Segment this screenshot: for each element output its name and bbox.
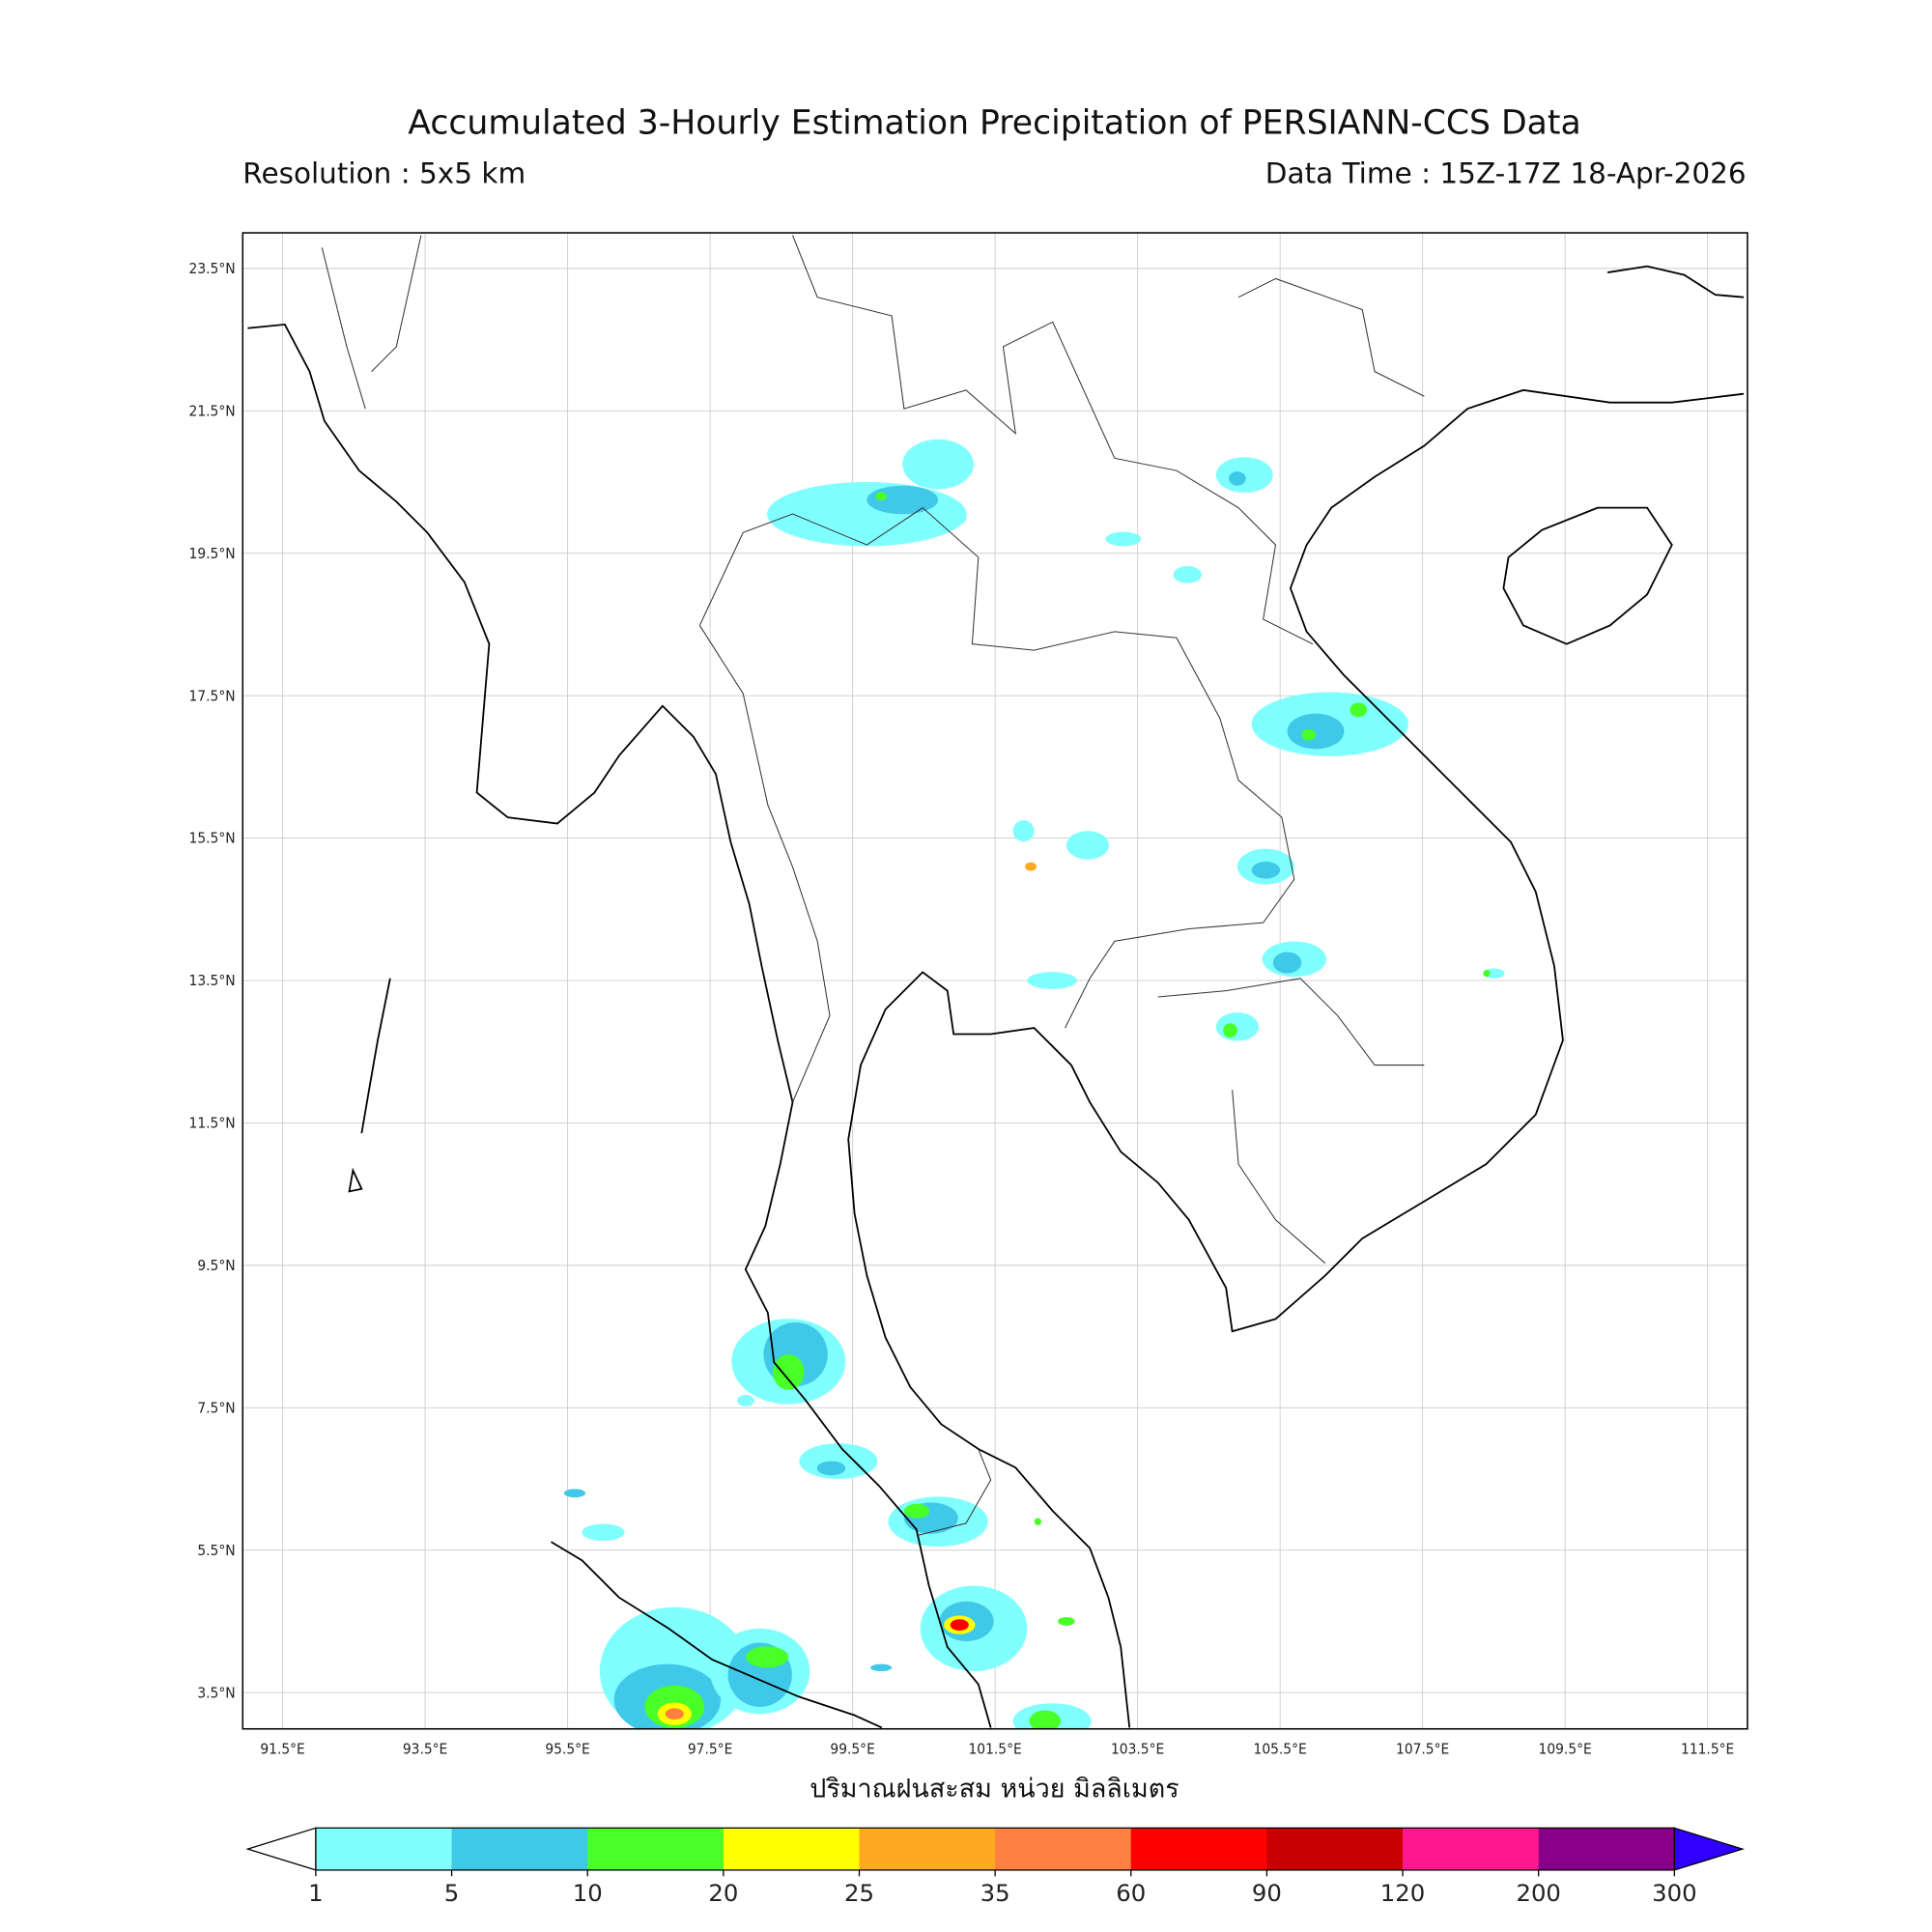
colorbar-swatch	[723, 1828, 861, 1870]
colorbar-swatch	[995, 1828, 1132, 1870]
precip-cell	[1287, 713, 1345, 750]
lon-tick-label: 107.5°E	[1396, 1740, 1449, 1757]
country-borders	[321, 235, 1425, 1264]
precip-cell	[745, 1646, 789, 1668]
precip-cell	[1229, 470, 1246, 486]
precip-cell	[1105, 531, 1142, 547]
precip-cell	[950, 1619, 969, 1632]
lon-tick-label: 103.5°E	[1111, 1740, 1164, 1757]
precip-cell	[1223, 1023, 1237, 1037]
colorbar-label: 10	[573, 1879, 603, 1907]
lon-tick-label: 111.5°E	[1681, 1740, 1734, 1757]
precip-cell	[1029, 1710, 1061, 1729]
lon-tick-label: 99.5°E	[830, 1740, 874, 1757]
lat-tick-label: 3.5°N	[197, 1684, 235, 1701]
map-title: Accumulated 3-Hourly Estimation Precipit…	[408, 103, 1581, 143]
coastlines	[247, 265, 1745, 1729]
lon-tick-label: 95.5°E	[545, 1740, 589, 1757]
precip-cell	[582, 1523, 625, 1542]
precip-cell	[773, 1354, 805, 1390]
hainan-island	[1502, 506, 1673, 645]
lat-tick-label: 19.5°N	[189, 545, 236, 562]
precip-cell	[737, 1395, 754, 1406]
colorbar-label: 5	[444, 1879, 459, 1907]
thailand-border	[698, 506, 1295, 1537]
lat-tick-label: 13.5°N	[189, 972, 236, 989]
colorbar-swatch	[315, 1828, 453, 1870]
lat-tick-label: 17.5°N	[189, 687, 236, 704]
coastline-north	[1606, 265, 1745, 298]
coastline-east	[847, 388, 1745, 1728]
lon-tick-label: 97.5°E	[688, 1740, 732, 1757]
lat-tick-label: 21.5°N	[189, 402, 236, 419]
precip-cell	[1173, 566, 1203, 583]
precip-cell	[1027, 972, 1077, 989]
precip-cell	[1034, 1518, 1042, 1525]
colorbar-swatch	[451, 1828, 588, 1870]
colorbar: 1 5 10 20 25 35 60 90 120 200 300	[245, 1827, 1746, 1907]
precipitation-layer	[563, 439, 1505, 1729]
precip-cell	[1215, 1012, 1260, 1041]
precip-cell	[665, 1708, 684, 1720]
precip-cell	[867, 485, 939, 515]
precip-cell	[1058, 1617, 1075, 1626]
precip-cell	[903, 1503, 930, 1519]
axis-ticks: 23.5°N 21.5°N 19.5°N 17.5°N 15.5°N 13.5°N 11.5…	[189, 260, 1735, 1757]
lat-tick-label: 9.5°N	[197, 1257, 235, 1274]
colorbar-swatch	[1538, 1828, 1675, 1870]
colorbar-over-arrow	[1673, 1827, 1746, 1871]
colorbar-swatch	[587, 1828, 724, 1870]
colorbar-label: 90	[1252, 1879, 1282, 1907]
lon-tick-label: 101.5°E	[969, 1740, 1022, 1757]
colorbar-unit-label: ปริมาณฝนสะสม หน่วย มิลลิเมตร	[810, 1773, 1179, 1804]
precip-cell	[1025, 862, 1037, 871]
coastline-mainland	[247, 323, 992, 1728]
colorbar-swatch	[1266, 1828, 1404, 1870]
resolution-label: Resolution : 5x5 km	[242, 158, 526, 191]
lat-tick-label: 5.5°N	[197, 1542, 235, 1559]
precip-cell	[1065, 831, 1110, 860]
precip-cell	[1272, 952, 1302, 974]
lat-tick-label: 23.5°N	[189, 260, 236, 277]
precip-cell	[563, 1489, 586, 1498]
lon-tick-label: 109.5°E	[1539, 1740, 1592, 1757]
data-time-label: Data Time : 15Z-17Z 18-Apr-2026	[1264, 158, 1747, 191]
precip-cell	[767, 482, 967, 547]
precip-cell	[902, 439, 974, 490]
andaman-islands	[348, 978, 391, 1193]
colorbar-label: 25	[844, 1879, 874, 1907]
colorbar-swatch	[1130, 1828, 1268, 1870]
lat-tick-label: 7.5°N	[197, 1399, 235, 1416]
colorbar-under-arrow	[245, 1827, 317, 1871]
colorbar-swatch	[1403, 1828, 1540, 1870]
lat-tick-label: 11.5°N	[189, 1115, 236, 1132]
lon-tick-label: 93.5°E	[403, 1740, 447, 1757]
precip-cell	[938, 509, 967, 526]
colorbar-label: 200	[1516, 1879, 1560, 1907]
precip-cell	[1251, 861, 1281, 879]
colorbar-swatch	[859, 1828, 996, 1870]
precip-cell	[1012, 820, 1035, 842]
precip-cell	[1350, 702, 1368, 718]
colorbar-label: 20	[708, 1879, 738, 1907]
colorbar-label: 120	[1380, 1879, 1425, 1907]
colorbar-label: 1	[308, 1879, 324, 1907]
colorbar-label: 35	[980, 1879, 1010, 1907]
precip-cell	[1301, 728, 1317, 741]
precip-cell	[1483, 969, 1491, 978]
lat-tick-label: 15.5°N	[189, 830, 236, 847]
colorbar-label: 60	[1116, 1879, 1146, 1907]
lon-tick-label: 105.5°E	[1254, 1740, 1307, 1757]
coastline-sumatra	[551, 1541, 883, 1729]
graticule	[242, 233, 1747, 1729]
borders	[321, 235, 1425, 1537]
precip-cell	[816, 1461, 846, 1476]
precip-cell	[875, 492, 888, 501]
lon-tick-label: 91.5°E	[260, 1740, 304, 1757]
colorbar-label: 300	[1652, 1879, 1696, 1907]
map-frame	[242, 232, 1748, 1730]
precip-cell	[870, 1663, 893, 1672]
